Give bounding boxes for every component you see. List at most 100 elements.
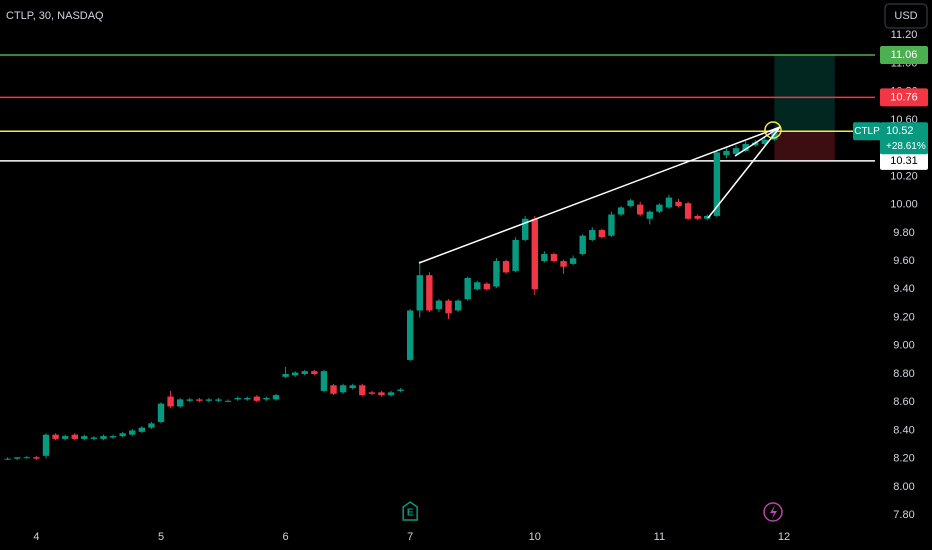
price-label-box [880, 88, 928, 107]
candle-body [531, 218, 538, 290]
y-tick-label: 10.00 [890, 199, 918, 211]
candle-body [33, 457, 40, 459]
price-label: 11.06 [891, 49, 918, 61]
candle-body [426, 275, 433, 311]
candle-body [752, 142, 759, 146]
event-label: E [407, 508, 414, 519]
y-tick-label: 8.40 [893, 424, 914, 436]
currency: USD [894, 10, 917, 22]
candle-body [512, 239, 519, 271]
candle-body [742, 143, 749, 152]
candle-body [694, 215, 701, 219]
candle-body [263, 397, 270, 400]
candle-body [320, 371, 328, 391]
candle-body [483, 283, 491, 290]
y-tick-label: 8.20 [893, 453, 914, 465]
candle-body [435, 300, 443, 310]
trend-line [418, 126, 781, 264]
last-price: 10.52 [886, 125, 914, 137]
candle-body [4, 458, 11, 460]
candle-body [464, 278, 471, 300]
candle-body [157, 403, 165, 422]
candle-body [550, 254, 558, 262]
candle-body [301, 371, 308, 374]
candle-body [224, 400, 232, 402]
candle-body [627, 200, 634, 207]
candle-body [378, 392, 385, 396]
candle-body [761, 139, 768, 144]
currency-button[interactable] [884, 3, 928, 29]
candle-body [205, 399, 213, 401]
candle-body [272, 395, 280, 400]
candle-body [387, 392, 395, 396]
y-tick-label: 9.80 [893, 227, 914, 239]
candle-body [138, 427, 146, 432]
candle-body [253, 396, 261, 401]
price-label: 10.76 [890, 91, 918, 103]
y-tick-label: 9.60 [893, 255, 914, 267]
candle-body [311, 371, 318, 374]
y-tick-label: 8.60 [893, 396, 914, 408]
candle-body [186, 399, 193, 401]
candle-body [282, 373, 289, 377]
candle-body [608, 214, 615, 236]
candle-body [406, 310, 414, 360]
candle-body [416, 275, 423, 311]
symbol-label: CTLP [854, 126, 880, 137]
candle-body [52, 434, 59, 439]
candle-body [339, 385, 347, 393]
y-tick-label: 7.80 [893, 509, 914, 521]
candle-body [646, 211, 653, 219]
last-price-box [880, 122, 928, 155]
candle-body [723, 151, 730, 156]
candle-body [454, 300, 462, 311]
candle-body [579, 235, 586, 255]
trend-lines [418, 121, 782, 264]
candle-body [569, 258, 577, 264]
candle-body [541, 254, 548, 262]
y-tick-label: 11.20 [891, 29, 918, 41]
x-tick-label: 4 [33, 531, 39, 543]
candle-body [656, 204, 663, 212]
y-tick-label: 8.80 [893, 368, 914, 380]
x-tick-label: 12 [778, 531, 790, 543]
candle-body [129, 430, 136, 435]
candle-body [560, 261, 567, 267]
chart-title: CTLP, 30, NASDAQ [6, 10, 104, 22]
entry-marker [764, 121, 782, 139]
position-box [774, 55, 835, 161]
candle-body [81, 436, 88, 439]
price-label: 10.31 [890, 155, 918, 167]
candle-body [109, 436, 117, 438]
candle-body [397, 389, 404, 391]
candle-body [665, 197, 673, 208]
y-tick-label: 10.20 [890, 170, 918, 182]
candle-body [196, 399, 203, 401]
candle-body [234, 397, 241, 400]
x-tick-label: 6 [283, 531, 289, 543]
dividend-icon [763, 502, 783, 522]
candle-body [90, 437, 98, 439]
x-tick-label: 5 [158, 531, 164, 543]
x-tick-label: 10 [529, 531, 541, 543]
candle-body [713, 152, 721, 216]
candle-body [474, 282, 481, 290]
candle-body [42, 434, 50, 456]
y-tick-label: 9.20 [893, 311, 914, 323]
candle-body [771, 131, 778, 140]
event-icon [402, 501, 418, 521]
candle-body [368, 392, 376, 394]
candle-body [330, 385, 337, 394]
candle-body [176, 399, 184, 407]
candle-body [445, 300, 452, 314]
y-tick-label: 8.00 [893, 481, 914, 493]
candle-body [244, 397, 251, 400]
price-label-box [880, 151, 928, 170]
y-tick-label: 9.40 [893, 283, 914, 295]
candle-body [167, 396, 174, 407]
candle-body [521, 218, 529, 240]
candle-body [589, 230, 596, 240]
